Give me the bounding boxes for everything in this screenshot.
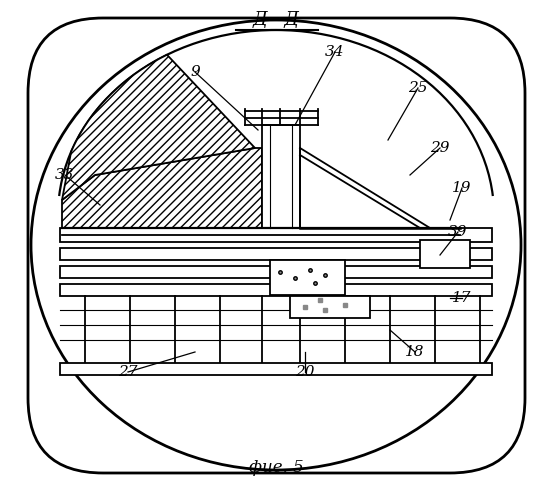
Text: 19: 19	[452, 181, 472, 195]
Text: 34: 34	[325, 45, 345, 59]
Polygon shape	[62, 55, 255, 200]
Bar	[60, 266, 492, 278]
Bar	[290, 296, 370, 318]
Bar	[60, 284, 492, 296]
Text: 29: 29	[430, 141, 450, 155]
Text: 18: 18	[405, 345, 425, 359]
Text: фие. 5: фие. 5	[249, 460, 304, 476]
Text: 20: 20	[295, 365, 315, 379]
Text: 9: 9	[190, 65, 200, 79]
Bar	[270, 260, 345, 295]
Text: 33: 33	[55, 168, 75, 182]
Polygon shape	[62, 148, 262, 228]
Text: 17: 17	[452, 291, 472, 305]
Bar	[262, 125, 300, 228]
Text: 25: 25	[408, 81, 428, 95]
Bar	[60, 363, 492, 375]
Text: 39: 39	[448, 225, 468, 239]
Bar	[60, 228, 492, 242]
Bar	[420, 240, 470, 268]
Bar	[60, 248, 492, 260]
Text: 27: 27	[118, 365, 138, 379]
Text: Д - Д: Д - Д	[253, 11, 299, 29]
Ellipse shape	[31, 20, 521, 470]
FancyBboxPatch shape	[28, 18, 525, 473]
